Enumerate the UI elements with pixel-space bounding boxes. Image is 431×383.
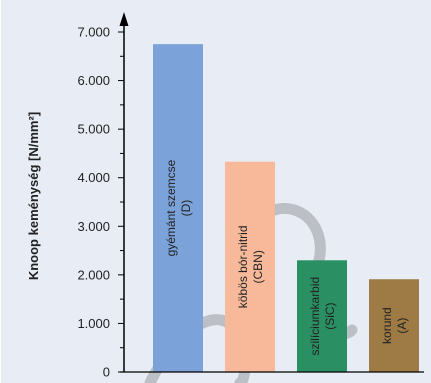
bar-label-2: köbös bór-nitrid(CBN)	[236, 225, 265, 308]
bar-3	[297, 260, 347, 372]
y-tick-label: 0	[103, 365, 110, 380]
bar-1	[153, 44, 203, 373]
y-axis-title: Knoop keménység [N/mm²]	[26, 112, 41, 280]
y-ticks-group: 0 1.000 2.000 3.000 4.000 5.000 6.000 7.000	[77, 25, 124, 380]
bar-4	[369, 279, 419, 372]
y-axis-arrow-icon	[119, 12, 129, 26]
y-tick-label: 6.000	[77, 73, 110, 88]
bar-labels-group: gyémánt szemcse(D) köbös bór-nitrid(CBN) s…	[164, 159, 409, 355]
bar-label-4: korund(A)	[380, 307, 409, 344]
y-tick-label: 4.000	[77, 170, 110, 185]
bars-group	[153, 44, 419, 373]
y-tick-label: 5.000	[77, 122, 110, 137]
bar-label-1: gyémánt szemcse(D)	[164, 159, 193, 256]
bar-label-3: szilíciumkarbid(SiC)	[308, 277, 337, 356]
bar-2	[225, 161, 275, 372]
y-tick-label: 7.000	[77, 25, 110, 40]
y-tick-label: 1.000	[77, 316, 110, 331]
y-tick-label: 2.000	[77, 267, 110, 282]
y-tick-label: 3.000	[77, 219, 110, 234]
